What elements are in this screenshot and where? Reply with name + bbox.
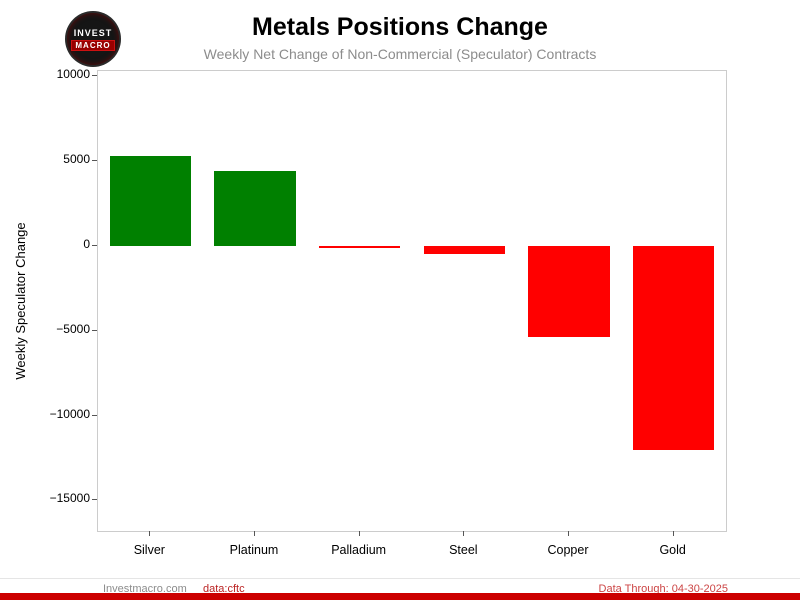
x-tick-label-palladium: Palladium xyxy=(331,543,387,557)
y-tick-mark xyxy=(92,329,97,331)
x-tick-label-steel: Steel xyxy=(449,543,478,557)
x-tick-label-copper: Copper xyxy=(547,543,589,557)
y-tick-mark xyxy=(92,414,97,416)
footer-data-through: Data Through: 04-30-2025 xyxy=(598,583,728,595)
investmacro-logo: INVEST MACRO xyxy=(67,13,119,65)
y-tick-label: −15000 xyxy=(49,491,90,506)
footer-site-text: Investmacro.com xyxy=(103,583,187,595)
y-tick-mark xyxy=(92,244,97,246)
bar-copper xyxy=(528,245,610,338)
y-tick-mark xyxy=(92,159,97,161)
chart-header: Metals Positions Change Weekly Net Chang… xyxy=(0,12,800,62)
logo-text-macro: MACRO xyxy=(71,39,115,51)
y-tick-label: 0 xyxy=(83,236,90,251)
y-tick-mark xyxy=(92,75,97,77)
y-tick-label: −10000 xyxy=(49,406,90,421)
x-tick-mark xyxy=(672,531,674,536)
bar-palladium xyxy=(318,245,401,248)
bar-gold xyxy=(632,245,715,450)
plot-area xyxy=(97,70,727,532)
y-tick-label: 10000 xyxy=(56,67,90,82)
x-tick-label-silver: Silver xyxy=(133,543,165,557)
x-tick-mark xyxy=(149,531,151,536)
bar-silver xyxy=(109,155,192,246)
footer-data-source: data:cftc xyxy=(203,583,245,595)
x-tick-mark xyxy=(463,531,465,536)
footer-accent-bar xyxy=(0,593,800,600)
bar-platinum xyxy=(214,171,296,246)
x-tick-label-platinum: Platinum xyxy=(229,543,279,557)
x-tick-mark xyxy=(358,531,360,536)
y-tick-label: 5000 xyxy=(63,151,90,166)
x-tick-mark xyxy=(568,531,569,536)
x-tick-mark xyxy=(254,531,255,536)
y-tick-label: −5000 xyxy=(56,321,90,336)
chart-title: Metals Positions Change xyxy=(252,13,548,41)
y-tick-mark xyxy=(92,499,97,501)
x-tick-label-gold: Gold xyxy=(659,543,686,557)
logo-text-invest: INVEST xyxy=(73,27,113,38)
chart-subtitle: Weekly Net Change of Non-Commercial (Spe… xyxy=(203,46,597,62)
chart-footer: Investmacro.com data:cftc Data Through: … xyxy=(0,578,800,595)
bar-steel xyxy=(423,245,506,255)
